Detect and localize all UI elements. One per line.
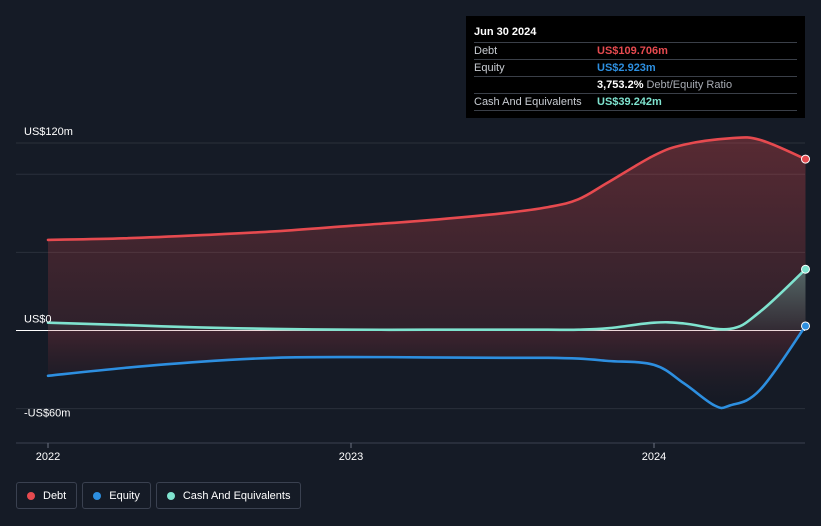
legend-label-cash: Cash And Equivalents (182, 489, 291, 502)
tooltip-date: Jun 30 2024 (474, 22, 797, 43)
debt-end-point[interactable] (801, 154, 810, 164)
equity-dot-icon (93, 491, 102, 500)
tooltip-row-debt: Debt US$109.706m (474, 43, 797, 60)
tooltip-ratio-label (474, 77, 597, 93)
y-tick-label: US$120m (24, 126, 73, 138)
tooltip-debt-value: US$109.706m (597, 45, 668, 57)
tooltip-cash-label: Cash And Equivalents (474, 96, 582, 108)
x-axis: 2022 2023 2024 (36, 443, 666, 463)
end-markers (801, 154, 810, 331)
x-tick-label: 2023 (339, 451, 363, 463)
legend-label-debt: Debt (43, 489, 67, 502)
legend: Debt Equity Cash And Equivalents (16, 482, 302, 509)
legend-item-debt[interactable]: Debt (16, 482, 78, 509)
cash-dot-icon (166, 491, 175, 500)
equity-line (46, 324, 807, 410)
tooltip-cash-value: US$39.242m (597, 96, 662, 108)
areas (48, 137, 806, 409)
tooltip-row-equity: Equity US$2.923m (474, 60, 797, 77)
debt-line (46, 136, 807, 242)
x-tick-label: 2024 (642, 451, 666, 463)
equity-area (48, 326, 806, 409)
debt-area (48, 137, 806, 331)
tooltip-ratio-suffix: Debt/Equity Ratio (646, 79, 733, 91)
tooltip: Jun 30 2024 Debt US$109.706m Equity US$2… (466, 16, 805, 118)
cash-end-point[interactable] (801, 264, 810, 274)
y-tick-label: -US$60m (24, 407, 70, 419)
equity-end-point[interactable] (801, 321, 810, 331)
tooltip-equity-value: US$2.923m (597, 62, 656, 74)
tooltip-ratio-value: 3,753.2% (597, 79, 644, 91)
legend-label-equity: Equity (109, 489, 140, 502)
series-lines (46, 136, 807, 410)
tooltip-equity-label: Equity (474, 62, 505, 74)
tooltip-row-ratio: 3,753.2% Debt/Equity Ratio (474, 77, 797, 94)
y-tick-label: US$0 (24, 314, 52, 326)
tooltip-debt-label: Debt (474, 45, 498, 57)
legend-item-equity[interactable]: Equity (82, 482, 151, 509)
y-axis: US$120m US$0 -US$60m (24, 126, 73, 419)
cash-line (46, 268, 807, 332)
x-tick-label: 2022 (36, 451, 60, 463)
debt-dot-icon (27, 491, 35, 500)
legend-item-cash[interactable]: Cash And Equivalents (155, 482, 302, 509)
tooltip-row-cash: Cash And Equivalents US$39.242m (474, 94, 797, 111)
